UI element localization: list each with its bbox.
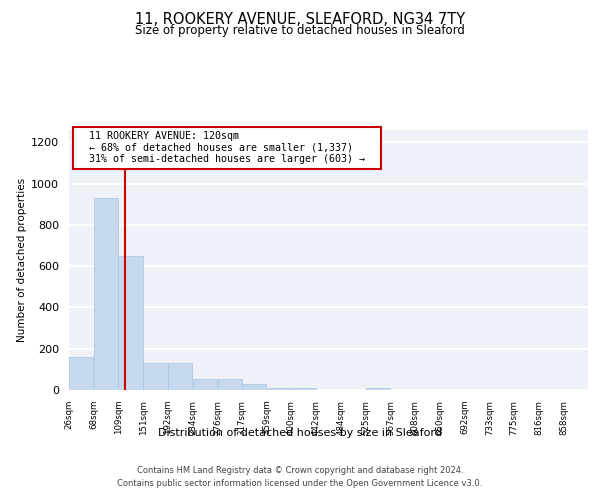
- Text: 11, ROOKERY AVENUE, SLEAFORD, NG34 7TY: 11, ROOKERY AVENUE, SLEAFORD, NG34 7TY: [135, 12, 465, 28]
- Bar: [143, 363, 167, 390]
- Text: Contains HM Land Registry data © Crown copyright and database right 2024.: Contains HM Land Registry data © Crown c…: [137, 466, 463, 475]
- Bar: [193, 378, 217, 390]
- Text: 11 ROOKERY AVENUE: 120sqm
  ← 68% of detached houses are smaller (1,337)
  31% o: 11 ROOKERY AVENUE: 120sqm ← 68% of detac…: [77, 132, 377, 164]
- Bar: [218, 378, 242, 390]
- Bar: [118, 256, 143, 390]
- Bar: [267, 388, 292, 390]
- Text: Size of property relative to detached houses in Sleaford: Size of property relative to detached ho…: [135, 24, 465, 37]
- Bar: [167, 363, 192, 390]
- Text: Distribution of detached houses by size in Sleaford: Distribution of detached houses by size …: [158, 428, 442, 438]
- Bar: [365, 388, 390, 390]
- Bar: [69, 357, 94, 390]
- Y-axis label: Number of detached properties: Number of detached properties: [17, 178, 27, 342]
- Text: Contains public sector information licensed under the Open Government Licence v3: Contains public sector information licen…: [118, 479, 482, 488]
- Bar: [292, 388, 316, 390]
- Bar: [242, 384, 266, 390]
- Bar: [94, 198, 118, 390]
